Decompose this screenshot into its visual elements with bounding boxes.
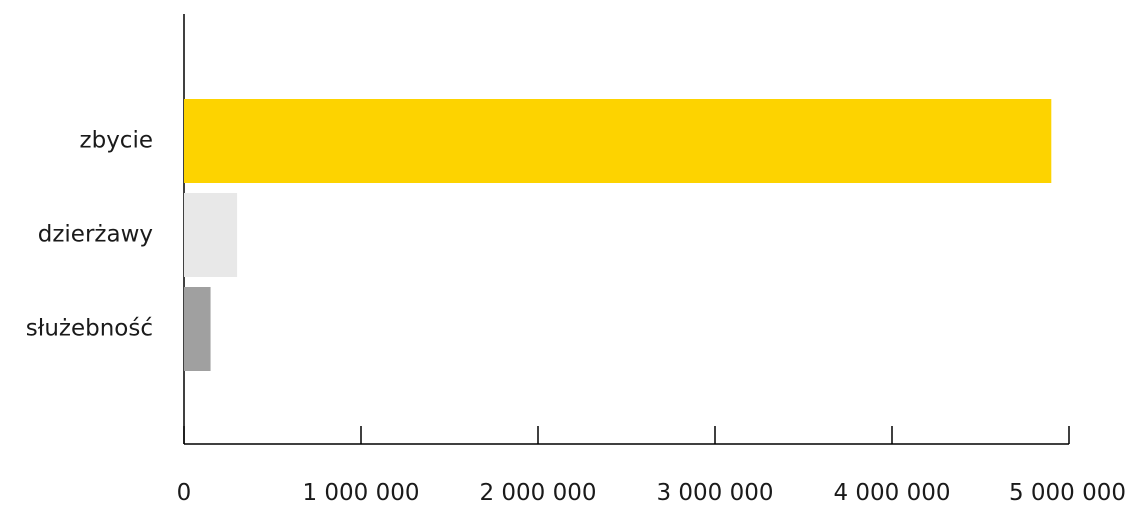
category-label-sluzebnosc: służebność <box>26 316 153 342</box>
x-tick-label: 1 000 000 <box>302 480 419 505</box>
bar-dzierzawy <box>184 193 238 277</box>
bars-group <box>184 99 1052 371</box>
category-label-dzierzawy: dzierżawy <box>38 222 153 248</box>
x-tick-label: 4 000 000 <box>833 480 950 505</box>
x-tick-label: 0 <box>177 480 192 505</box>
bar-zbycie <box>184 99 1052 183</box>
x-tick-label: 5 000 000 <box>1009 480 1126 505</box>
x-tick-labels: 0 1 000 000 2 000 000 3 000 000 4 000 000 5 0… <box>177 480 1126 505</box>
x-tick-label: 3 000 000 <box>656 480 773 505</box>
x-ticks <box>183 426 1070 444</box>
category-labels: zbycie dzierżawy służebność <box>26 128 153 342</box>
category-label-zbycie: zbycie <box>80 128 153 154</box>
x-tick-label: 2 000 000 <box>479 480 596 505</box>
bar-sluzebnosc <box>184 287 211 371</box>
